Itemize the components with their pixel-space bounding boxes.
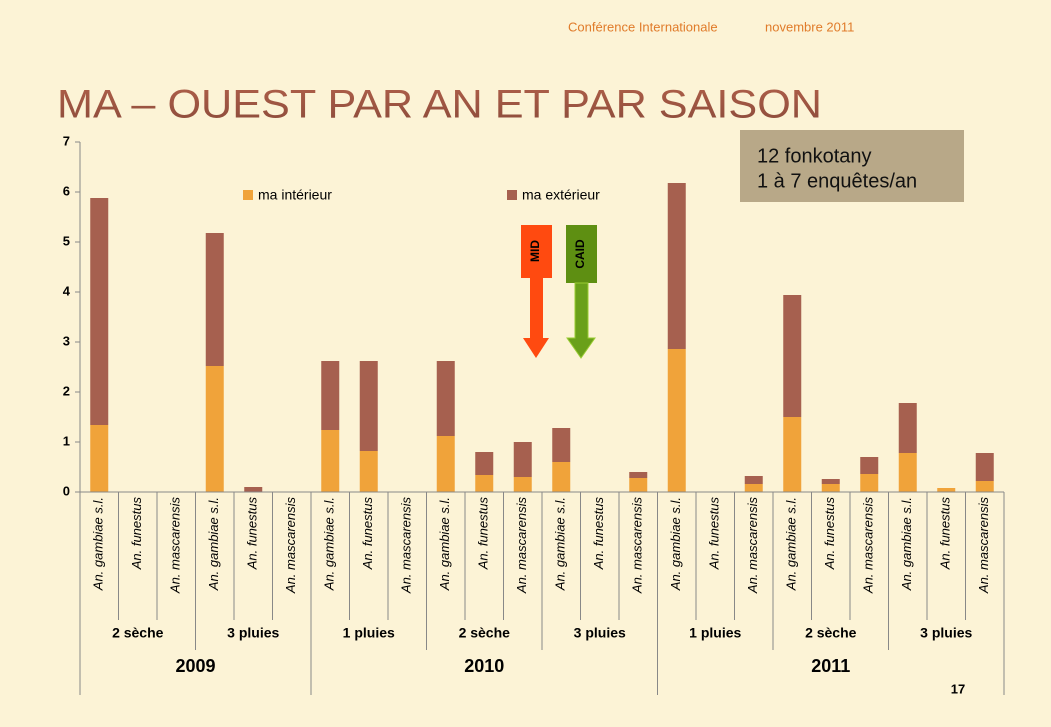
x-tick-label: An. mascarensis xyxy=(745,497,760,595)
season-label: 3 pluies xyxy=(227,625,279,641)
bar-segment xyxy=(244,487,263,492)
bar-segment xyxy=(513,477,532,492)
x-tick-label: An. funestus xyxy=(129,497,144,571)
bar-segment xyxy=(629,472,648,478)
bar-segment xyxy=(359,361,378,451)
caid-arrow xyxy=(566,282,596,359)
x-tick-label: An. mascarensis xyxy=(283,497,298,595)
y-tick-label: 1 xyxy=(63,433,70,448)
bar-segment xyxy=(744,476,763,484)
conference: Conférence Internationale xyxy=(568,19,718,34)
x-tick-label: An. funestus xyxy=(591,497,606,571)
caid-box xyxy=(566,225,597,283)
bar-segment xyxy=(667,349,686,492)
bar-segment xyxy=(821,479,840,484)
x-tick-label: An. funestus xyxy=(938,497,953,571)
mid-box xyxy=(521,225,552,278)
legend-label: ma intérieur xyxy=(258,187,332,203)
bar-segment xyxy=(90,198,109,425)
y-tick-label: 4 xyxy=(63,283,71,298)
bar-segment xyxy=(629,478,648,492)
bar-segment xyxy=(205,366,224,492)
season-label: 1 pluies xyxy=(343,625,395,641)
info-box xyxy=(740,130,964,202)
mid-arrow xyxy=(523,278,549,358)
page-number: 17 xyxy=(951,681,965,696)
x-tick-label: An. mascarensis xyxy=(861,497,876,595)
season-label: 3 pluies xyxy=(920,625,972,641)
bar-segment xyxy=(475,452,494,475)
season-label: 2 sèche xyxy=(459,625,511,641)
x-tick-label: An. gambiae s.l. xyxy=(668,497,683,591)
bar-segment xyxy=(359,451,378,492)
info-line: 12 fonkotany xyxy=(757,145,872,167)
x-tick-label: An. funestus xyxy=(476,497,491,571)
bar-segment xyxy=(667,183,686,349)
bar-segment xyxy=(860,457,879,474)
x-tick-label: An. mascarensis xyxy=(168,497,183,595)
bar-segment xyxy=(744,484,763,492)
bar-segment xyxy=(783,295,802,417)
bar-segment xyxy=(898,403,917,453)
x-tick-label: An. funestus xyxy=(360,497,375,571)
season-label: 2 sèche xyxy=(805,625,857,641)
bar-segment xyxy=(436,361,455,436)
bar-segment xyxy=(475,475,494,492)
y-tick-label: 5 xyxy=(63,233,70,248)
info-line: 1 à 7 enquêtes/an xyxy=(757,170,917,192)
year-label: 2009 xyxy=(175,656,215,676)
bar-segment xyxy=(898,453,917,492)
year-label: 2011 xyxy=(811,656,850,676)
x-tick-label: An. funestus xyxy=(707,497,722,571)
bar-segment xyxy=(821,484,840,492)
season-label: 2 sèche xyxy=(112,625,164,641)
bar-segment xyxy=(321,430,340,492)
x-tick-label: An. gambiae s.l. xyxy=(553,497,568,591)
y-tick-label: 7 xyxy=(63,133,70,148)
bar-segment xyxy=(321,361,340,430)
bar-segment xyxy=(205,233,224,366)
bar-segment xyxy=(513,442,532,477)
x-tick-label: An. gambiae s.l. xyxy=(784,497,799,591)
x-tick-label: An. gambiae s.l. xyxy=(91,497,106,591)
x-tick-label: An. gambiae s.l. xyxy=(322,497,337,591)
x-tick-label: An. mascarensis xyxy=(514,497,529,595)
x-tick-label: An. mascarensis xyxy=(399,497,414,595)
x-tick-label: An. mascarensis xyxy=(976,497,991,595)
season-label: 3 pluies xyxy=(574,625,626,641)
legend-label: ma extérieur xyxy=(522,187,600,203)
y-tick-label: 3 xyxy=(63,333,70,348)
season-label: 1 pluies xyxy=(689,625,741,641)
bar-segment xyxy=(552,462,571,492)
bar-segment xyxy=(552,428,571,462)
y-tick-label: 6 xyxy=(63,183,70,198)
x-tick-label: An. gambiae s.l. xyxy=(206,497,221,591)
bar-segment xyxy=(860,474,879,492)
x-tick-label: An. gambiae s.l. xyxy=(899,497,914,591)
mid-label: MID xyxy=(528,240,542,262)
x-tick-label: An. mascarensis xyxy=(630,497,645,595)
bar-segment xyxy=(975,481,994,492)
legend-swatch xyxy=(507,190,517,200)
bar-segment xyxy=(975,453,994,481)
date: novembre 2011 xyxy=(765,19,854,34)
year-label: 2010 xyxy=(464,656,504,676)
bar-segment xyxy=(783,417,802,492)
x-tick-label: An. gambiae s.l. xyxy=(437,497,452,591)
legend-swatch xyxy=(243,190,253,200)
x-tick-label: An. funestus xyxy=(245,497,260,571)
y-tick-label: 0 xyxy=(63,483,70,498)
caid-label: CAID xyxy=(573,239,587,269)
bar-segment xyxy=(90,425,109,492)
title: MA – OUEST PAR AN ET PAR SAISON xyxy=(57,83,822,127)
x-tick-label: An. funestus xyxy=(822,497,837,571)
bar-segment xyxy=(937,488,956,492)
y-tick-label: 2 xyxy=(63,383,70,398)
bar-segment xyxy=(436,436,455,492)
chart: 0 1 2 3 4 5 6 7 ma intérieur ma extérieur An. gamb… xyxy=(63,133,1005,695)
